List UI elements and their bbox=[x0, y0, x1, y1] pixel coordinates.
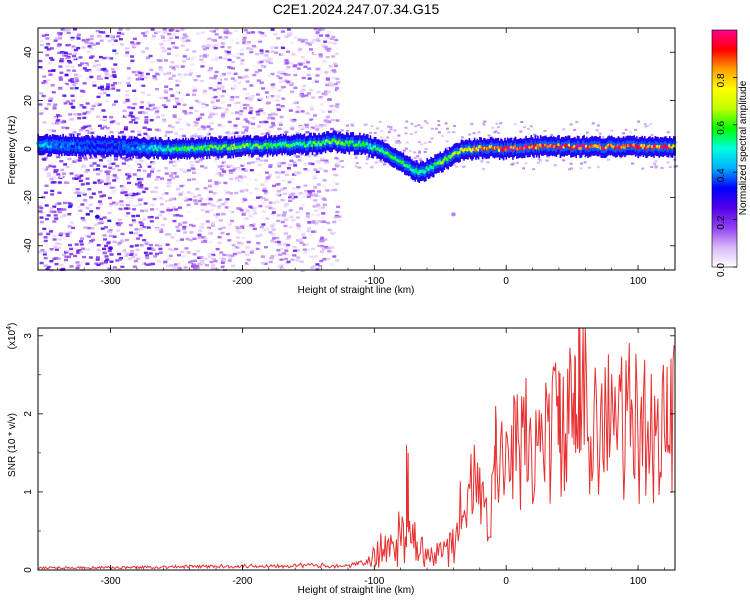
figure-title: C2E1.2024.247.07.34.G15 bbox=[273, 1, 440, 17]
y-tick-label: -40 bbox=[23, 238, 34, 253]
spectrogram-x-axis: -300 -200 -100 0 100 bbox=[57, 28, 665, 287]
colorbar-tick-label: 0.4 bbox=[716, 168, 727, 182]
snr-x-label: Height of straight line (km) bbox=[298, 585, 415, 596]
x-tick-label: 0 bbox=[503, 576, 509, 587]
colorbar-tick-label: 0.8 bbox=[716, 73, 727, 87]
isolated-point bbox=[94, 214, 100, 219]
x-tick-label: -100 bbox=[364, 576, 384, 587]
spectrogram-isolated-points bbox=[94, 212, 456, 251]
snr-scale-label: (x104) bbox=[6, 323, 18, 350]
y-tick-label: 3 bbox=[23, 333, 34, 339]
y-tick-label: 1 bbox=[23, 489, 34, 495]
y-tick-label: 0 bbox=[23, 567, 34, 573]
x-tick-label: -300 bbox=[101, 576, 121, 587]
snr-series-line bbox=[37, 327, 675, 570]
snr-panel: -300 -200 -100 0 100 0 1 2 3 Height of straight… bbox=[6, 323, 676, 596]
y-tick-label: -20 bbox=[23, 190, 34, 205]
snr-scale-prefix: (x10 bbox=[7, 329, 18, 349]
y-tick-label: 2 bbox=[23, 411, 34, 417]
spectrogram-x-label: Height of straight line (km) bbox=[298, 285, 415, 296]
colorbar-label: Normalized spectral amplitude bbox=[738, 80, 749, 215]
snr-x-axis: -300 -200 -100 0 100 bbox=[57, 328, 665, 587]
snr-scale-exponent: 4 bbox=[6, 326, 13, 330]
spectrogram-y-label: Frequency (Hz) bbox=[7, 116, 18, 185]
colorbar-tick-label: 0.6 bbox=[716, 120, 727, 134]
x-tick-label: 100 bbox=[630, 576, 647, 587]
snr-y-axis: 0 1 2 3 bbox=[23, 333, 675, 573]
y-tick-label: 0 bbox=[23, 146, 34, 152]
x-tick-label: -300 bbox=[101, 276, 121, 287]
isolated-point bbox=[108, 246, 113, 251]
svg-text:(x104): (x104) bbox=[6, 323, 18, 350]
spectrogram-plot-area bbox=[36, 27, 678, 273]
x-tick-label: -200 bbox=[232, 576, 252, 587]
snr-y-label: SNR (10 * v/v) bbox=[7, 413, 18, 477]
colorbar-tick-label: 0.0 bbox=[716, 263, 727, 277]
snr-scale-suffix: ) bbox=[7, 323, 18, 326]
x-tick-label: 100 bbox=[630, 276, 647, 287]
x-tick-label: -100 bbox=[364, 276, 384, 287]
isolated-point bbox=[451, 212, 456, 217]
x-tick-label: 0 bbox=[503, 276, 509, 287]
spectrogram-y-axis: -40 -20 0 20 40 bbox=[23, 46, 675, 253]
colorbar-ticks: 0.0 0.2 0.4 0.6 0.8 bbox=[716, 73, 737, 277]
colorbar-tick-label: 0.2 bbox=[716, 215, 727, 229]
colorbar: 0.0 0.2 0.4 0.6 0.8 Normalized spectral ampl… bbox=[711, 29, 749, 277]
y-tick-label: 20 bbox=[23, 95, 34, 107]
y-tick-label: 40 bbox=[23, 46, 34, 58]
colorbar-gradient bbox=[711, 29, 738, 268]
x-tick-label: -200 bbox=[232, 276, 252, 287]
spectrogram-ridge bbox=[36, 130, 677, 184]
